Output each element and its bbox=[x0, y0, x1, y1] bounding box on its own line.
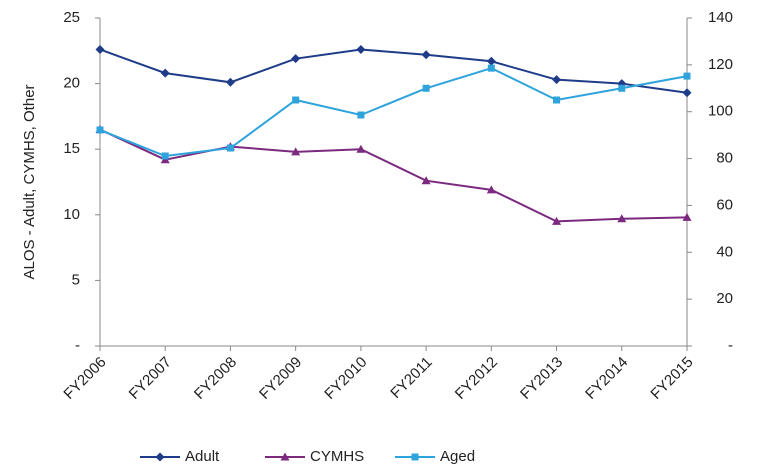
x-tick-label: FY2011 bbox=[387, 354, 435, 402]
data-point bbox=[161, 152, 169, 160]
y2-tick-label: 60 bbox=[716, 196, 733, 213]
data-point bbox=[682, 88, 692, 98]
legend-label: Adult bbox=[185, 448, 220, 465]
y-tick-label: - bbox=[75, 337, 80, 354]
x-tick-label: FY2013 bbox=[517, 354, 566, 403]
y-tick-label: 20 bbox=[63, 75, 80, 92]
legend-marker bbox=[280, 452, 290, 461]
x-tick-label: FY2008 bbox=[191, 354, 240, 403]
data-point bbox=[357, 111, 365, 119]
x-tick-label: FY2009 bbox=[256, 354, 305, 403]
y-tick-label: 10 bbox=[63, 206, 80, 223]
data-point bbox=[96, 126, 104, 134]
data-point bbox=[291, 54, 301, 64]
data-point bbox=[421, 50, 431, 60]
legend-marker bbox=[155, 452, 165, 462]
y2-tick-label: 120 bbox=[708, 56, 733, 73]
y2-tick-label: 140 bbox=[708, 9, 733, 26]
x-tick-label: FY2014 bbox=[582, 354, 631, 403]
legend-label: Aged bbox=[440, 448, 475, 465]
data-point bbox=[552, 216, 562, 225]
y-tick-label: 25 bbox=[63, 9, 80, 26]
x-tick-label: FY2006 bbox=[60, 354, 109, 403]
data-point bbox=[683, 72, 691, 80]
data-point bbox=[95, 44, 105, 54]
series-line bbox=[99, 67, 688, 158]
data-point bbox=[291, 147, 301, 156]
x-tick-label: FY2012 bbox=[452, 354, 501, 403]
data-point bbox=[487, 64, 495, 72]
data-point bbox=[160, 68, 170, 78]
data-point bbox=[356, 144, 366, 153]
data-point bbox=[486, 56, 496, 66]
data-point bbox=[225, 77, 235, 87]
data-point bbox=[682, 212, 692, 221]
data-point bbox=[486, 185, 496, 194]
y-tick-label: 15 bbox=[63, 140, 80, 157]
x-tick-label: FY2010 bbox=[321, 354, 370, 403]
legend-marker bbox=[411, 453, 419, 461]
data-point bbox=[422, 84, 430, 92]
data-point bbox=[226, 144, 234, 152]
y-axis-label: ALOS - Adult, CYMHS, Other bbox=[21, 84, 38, 279]
y2-tick-label: 100 bbox=[708, 103, 733, 120]
data-point bbox=[552, 75, 562, 85]
data-point bbox=[617, 214, 627, 223]
legend-label: CYMHS bbox=[310, 448, 364, 465]
y2-tick-label: 40 bbox=[716, 243, 733, 260]
series-line bbox=[99, 128, 688, 223]
data-point bbox=[618, 84, 626, 92]
data-point bbox=[421, 176, 431, 185]
x-tick-label: FY2015 bbox=[647, 354, 696, 403]
data-point bbox=[356, 44, 366, 54]
data-point bbox=[292, 96, 300, 104]
y2-tick-label: 80 bbox=[716, 150, 733, 167]
x-tick-label: FY2007 bbox=[126, 354, 175, 403]
y-tick-label: 5 bbox=[72, 271, 80, 288]
y2-tick-label: - bbox=[728, 337, 733, 354]
y2-tick-label: 20 bbox=[716, 290, 733, 307]
data-point bbox=[553, 96, 561, 104]
series-line bbox=[99, 48, 688, 94]
